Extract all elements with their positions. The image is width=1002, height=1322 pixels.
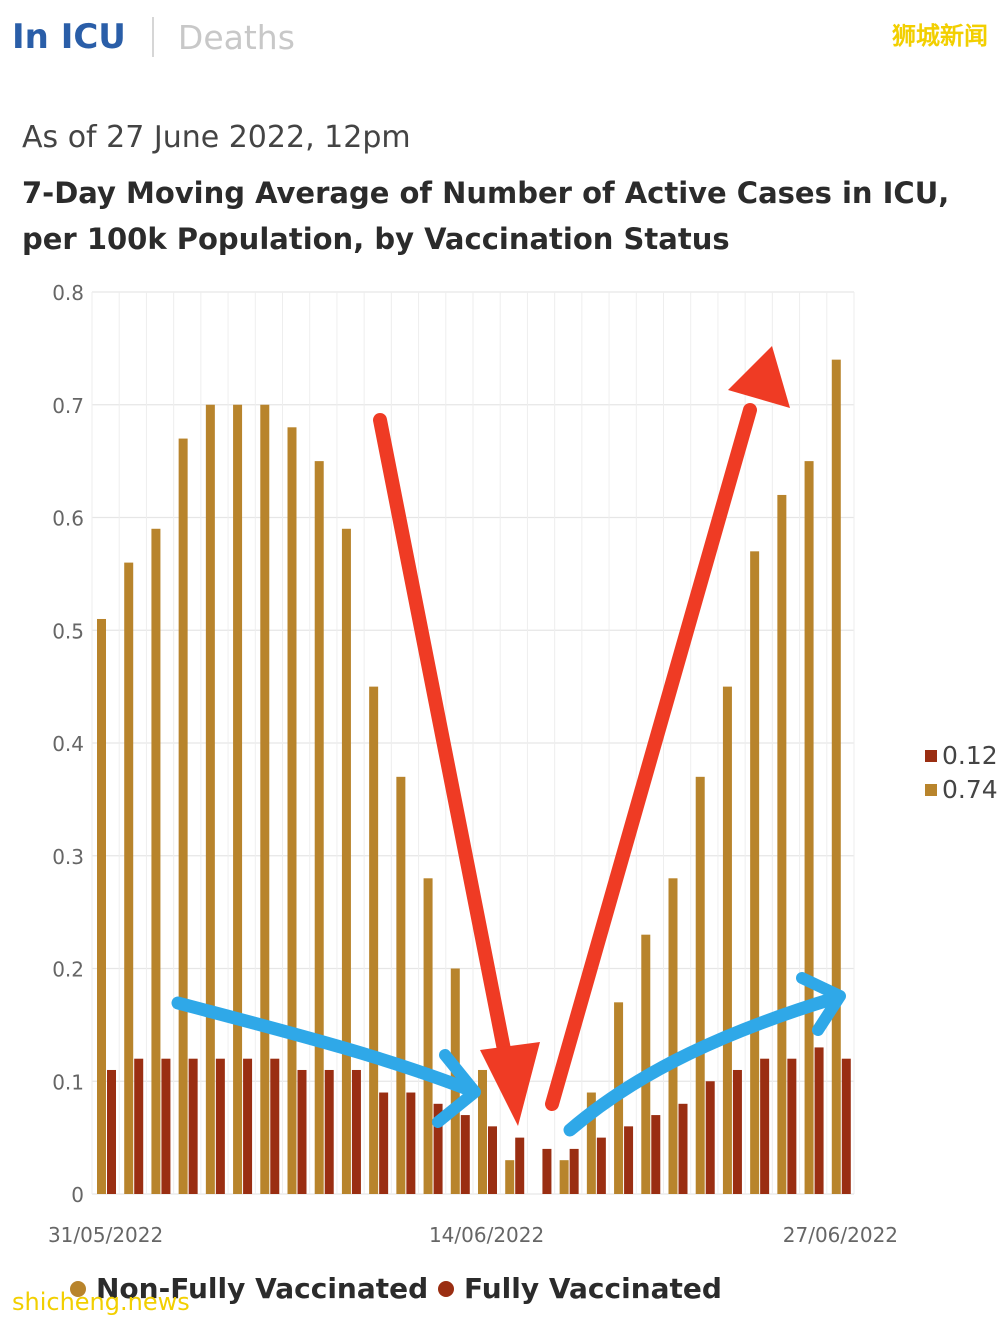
bar-non-fully [641,934,651,1194]
y-tick-label: 0.2 [52,958,84,982]
x-tick-label: 27/06/2022 [783,1223,898,1247]
legend-dot-fully [438,1280,454,1297]
bar-non-fully [478,1069,487,1194]
x-tick-label: 31/05/2022 [48,1223,163,1247]
brand-logo-text: 狮城新闻 [892,22,988,50]
hover-swatch-non-fully [925,784,937,796]
as-of-subtitle: As of 27 June 2022, 12pm [22,120,411,155]
bar-non-fully [668,878,678,1194]
bar-non-fully [396,776,406,1194]
bar-fully [624,1126,634,1194]
bar-fully [569,1148,579,1194]
bar-fully [515,1137,525,1194]
bar-fully [270,1058,280,1194]
watermark: shicheng.news [12,1288,190,1316]
bar-non-fully [314,461,324,1194]
bar-fully [460,1115,470,1194]
bar-fully [705,1081,715,1194]
bar-non-fully [151,528,161,1194]
bar-non-fully [97,618,106,1194]
hover-value-fully: 0.12 [942,741,998,770]
bar-fully [406,1092,416,1194]
bar-non-fully [423,878,433,1194]
bar-non-fully [586,1092,596,1194]
bar-fully [732,1069,742,1194]
bar-non-fully [505,1160,515,1194]
y-tick-label: 0.8 [52,281,84,305]
hover-value-non-fully: 0.74 [942,775,998,804]
bar-fully [188,1058,198,1194]
x-tick-label: 14/06/2022 [429,1223,544,1247]
annotation-arrows [171,346,846,1137]
bar-fully [134,1058,144,1194]
bar-non-fully [233,404,243,1194]
tab-divider [151,17,154,57]
bar-non-fully [722,686,732,1194]
bar-fully [678,1103,688,1194]
bar-non-fully [750,551,760,1194]
bar-fully [596,1137,606,1194]
tab-in-icu[interactable]: In ICU [12,17,126,57]
bar-fully [787,1058,797,1194]
bar-fully [542,1148,552,1194]
bar-fully [351,1069,361,1194]
hover-legend: 0.12 0.74 [925,741,998,804]
bar-fully [651,1115,661,1194]
bar-fully [379,1092,389,1194]
bar-fully [433,1103,443,1194]
bar-non-fully [205,404,215,1194]
bar-non-fully [831,359,841,1194]
tick-layer: 0 0.1 0.2 0.3 0.4 0.5 0.6 0.7 0.8 31/05/2022 14/06… [48,281,898,1247]
legend-non-fully: Non-Fully Vaccinated [70,1272,428,1305]
tab-bar: In ICU Deaths [12,14,295,60]
bar-non-fully [777,494,787,1194]
y-tick-label: 0.6 [52,507,84,531]
chart-title: 7-Day Moving Average of Number of Active… [22,176,950,256]
bar-fully [324,1069,334,1194]
bar-non-fully [178,438,188,1194]
grid-layer [91,291,855,1195]
bar-fully [488,1126,497,1194]
bar-fully [161,1058,171,1194]
red-arrow-down [373,413,540,1126]
y-tick-label: 0.4 [52,732,84,756]
icu-bar-chart: 0 0.1 0.2 0.3 0.4 0.5 0.6 0.7 0.8 31/05/2022 14/06… [48,281,998,1247]
blue-arrow-left [171,996,481,1128]
bar-non-fully [260,404,270,1194]
legend-label-fully: Fully Vaccinated [464,1272,722,1305]
y-tick-label: 0.3 [52,845,84,869]
blue-arrow-right [563,972,846,1137]
y-tick-label: 0.1 [52,1070,84,1094]
y-tick-label: 0.7 [52,394,84,418]
bar-non-fully [695,776,705,1194]
bar-fully [841,1058,851,1194]
bar-non-fully [287,427,297,1194]
bar-fully [107,1069,116,1194]
bar-non-fully [369,686,379,1194]
hover-swatch-fully [925,750,937,762]
bar-fully [814,1047,824,1194]
bar-non-fully [559,1160,569,1194]
red-arrow-up [545,346,790,1111]
y-tick-label: 0.5 [52,619,84,643]
bar-fully [760,1058,770,1194]
y-tick-label: 0 [71,1183,84,1207]
bar-fully [215,1058,225,1194]
legend-fully: Fully Vaccinated [438,1272,722,1305]
tab-deaths[interactable]: Deaths [177,17,295,57]
legend-dot-non-fully [70,1280,86,1297]
legend-label-non-fully: Non-Fully Vaccinated [96,1272,429,1305]
bar-non-fully [341,528,351,1194]
bar-fully [297,1069,307,1194]
bar-non-fully [124,562,134,1194]
bar-fully [243,1058,253,1194]
bar-layer [97,359,851,1194]
bar-non-fully [804,461,814,1194]
